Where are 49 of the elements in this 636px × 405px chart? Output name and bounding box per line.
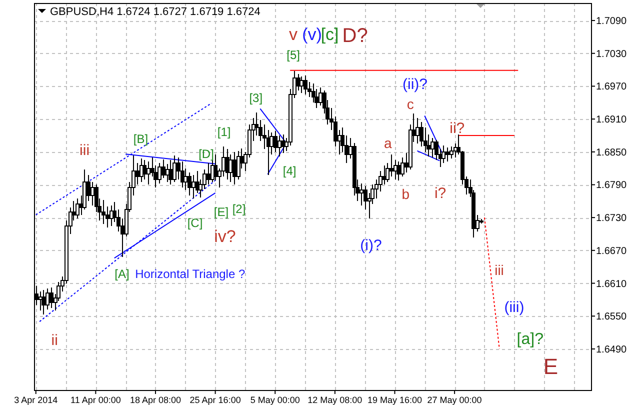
y-tick-label: 1.6790 (596, 180, 628, 192)
annotation: ii? (450, 120, 465, 137)
annotation: E (543, 354, 558, 379)
annotation: [A] (114, 267, 130, 281)
annotation: D? (342, 25, 368, 47)
annotation: b (402, 186, 410, 202)
annotation: [4] (282, 164, 296, 178)
annotation: [3] (249, 91, 263, 105)
annotation: iii (80, 142, 90, 159)
annotation: [B] (133, 132, 148, 146)
annotation: [2] (232, 202, 246, 216)
annotation: i? (434, 185, 446, 202)
annotation: [c] (320, 25, 339, 44)
chart-title: GBPUSD,H4 1.6724 1.6727 1.6719 1.6724 (50, 6, 260, 18)
annotation: (i)? (360, 237, 382, 254)
annotation: ii (51, 332, 58, 349)
x-tick-label: 27 May 00:00 (427, 395, 482, 405)
annotation: (v) (302, 25, 322, 44)
x-tick-label: 25 Apr 16:00 (190, 395, 241, 405)
y-tick-label: 1.6490 (596, 344, 628, 356)
y-tick-label: 1.6610 (596, 278, 628, 290)
annotation: (iii) (504, 299, 524, 316)
y-tick-label: 1.6730 (596, 213, 628, 224)
annotation: iv? (214, 227, 236, 246)
annotation: [a]? (516, 331, 544, 348)
annotation: a (384, 135, 392, 151)
x-tick-label: 12 May 08:00 (308, 395, 362, 405)
y-tick-label: 1.6910 (596, 114, 628, 126)
y-tick-label: 1.6970 (596, 82, 628, 93)
x-tick-label: 18 Apr 08:00 (130, 395, 182, 405)
annotation: v (289, 25, 298, 44)
annotation: Horizontal Triangle ? (135, 267, 246, 281)
x-tick-label: 3 Apr 2014 (14, 395, 58, 405)
y-tick-label: 1.7090 (596, 16, 628, 28)
annotation: [C] (187, 216, 203, 230)
annotation: [D] (198, 147, 214, 161)
annotation: [E] (214, 205, 229, 219)
y-tick-label: 1.6850 (596, 147, 628, 158)
annotation: c (406, 96, 414, 112)
annotation: iii (494, 262, 504, 278)
y-tick-label: 1.6550 (596, 312, 628, 323)
annotation: (ii)? (402, 76, 428, 93)
annotation: [1] (217, 125, 231, 139)
x-tick-label: 5 May 00:00 (250, 395, 300, 405)
x-tick-label: 19 May 16:00 (367, 395, 422, 405)
x-tick-label: 11 Apr 00:00 (70, 395, 121, 405)
y-tick-label: 1.7030 (596, 48, 628, 60)
annotation: [5] (286, 48, 300, 62)
y-tick-label: 1.6670 (596, 246, 628, 257)
